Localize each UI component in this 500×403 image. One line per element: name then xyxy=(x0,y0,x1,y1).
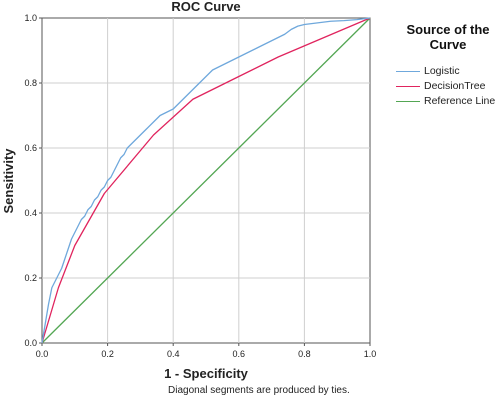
legend-swatch-reference-line xyxy=(396,100,420,102)
legend-label-reference-line: Reference Line xyxy=(424,95,496,107)
series-line-logistic xyxy=(41,17,371,344)
grid xyxy=(42,18,370,343)
legend: Source of the Curve Logistic DecisionTre… xyxy=(396,22,500,109)
x-axis-label: 1 - Specificity xyxy=(164,366,249,381)
legend-title: Source of the Curve xyxy=(406,22,490,52)
legend-swatch-logistic xyxy=(396,70,420,72)
x-tick-label: 0.8 xyxy=(298,349,311,359)
series-line-reference-line xyxy=(41,17,371,344)
x-tick-label: 0.2 xyxy=(101,349,114,359)
footnote: Diagonal segments are produced by ties. xyxy=(168,385,350,396)
legend-item-reference-line: Reference Line xyxy=(396,94,500,108)
axis-ticks: 0.0 0.2 0.4 0.6 0.8 1.0 0.0 0.2 0.4 0.6 0.8 1.0 xyxy=(24,13,376,359)
legend-item-logistic: Logistic xyxy=(396,64,500,78)
legend-swatch-decisiontree xyxy=(396,85,420,87)
y-tick-label: 1.0 xyxy=(24,13,37,23)
y-tick-label: 0.0 xyxy=(24,338,37,348)
y-tick-label: 0.4 xyxy=(24,208,37,218)
y-tick-label: 0.8 xyxy=(24,78,37,88)
chart-title: ROC Curve xyxy=(171,0,240,14)
legend-label-logistic: Logistic xyxy=(424,65,460,77)
legend-label-decisiontree: DecisionTree xyxy=(424,80,486,92)
y-axis-label: Sensitivity xyxy=(1,148,16,214)
series-line-decisiontree xyxy=(41,17,371,344)
legend-item-decisiontree: DecisionTree xyxy=(396,79,500,93)
y-tick-label: 0.2 xyxy=(24,273,37,283)
x-tick-label: 0.6 xyxy=(233,349,246,359)
series-lines xyxy=(41,17,371,344)
x-tick-label: 0.4 xyxy=(167,349,180,359)
x-tick-label: 1.0 xyxy=(364,349,377,359)
y-tick-label: 0.6 xyxy=(24,143,37,153)
x-tick-label: 0.0 xyxy=(36,349,49,359)
plot-area xyxy=(41,17,371,344)
